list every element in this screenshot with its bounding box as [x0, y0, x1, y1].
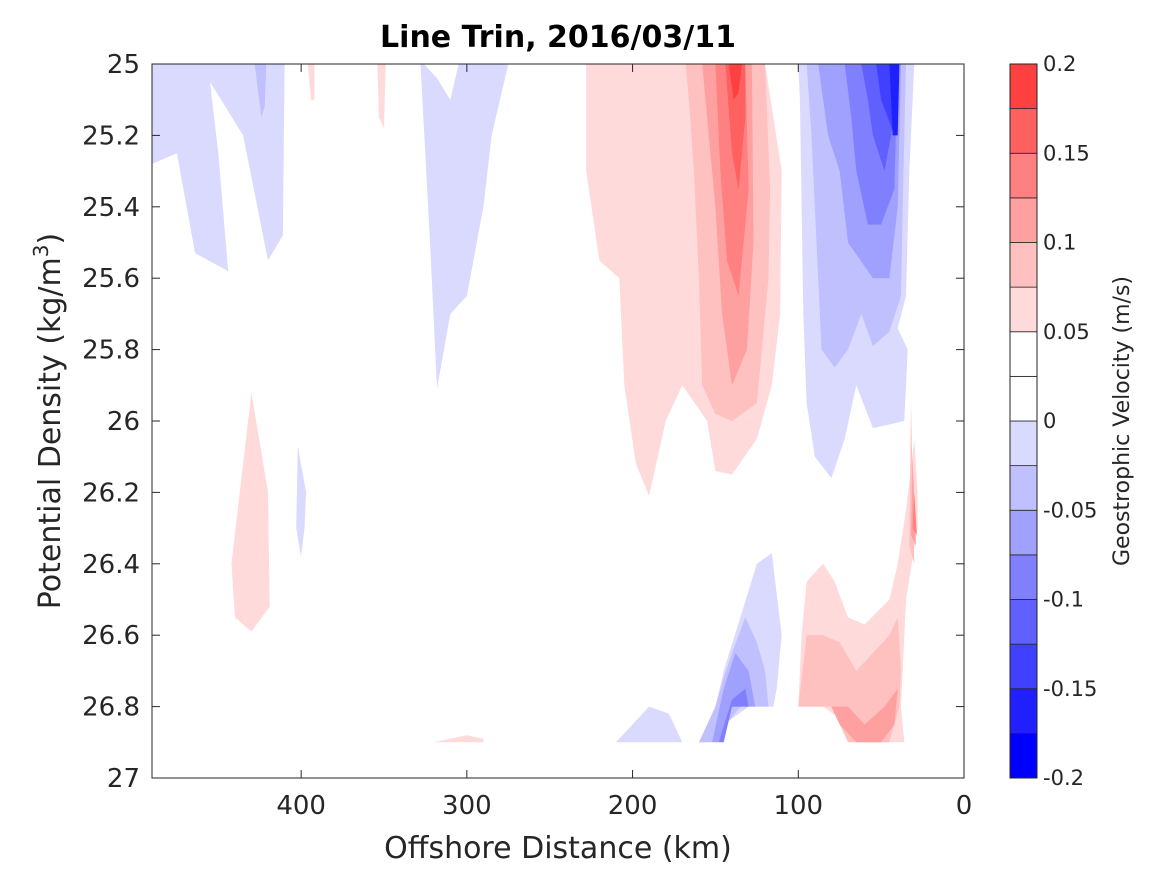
- colorbar-tick-label: -0.2: [1043, 766, 1084, 790]
- contour-region-shelf-positive-0075: [831, 688, 898, 743]
- colorbar-segment: [1009, 688, 1038, 734]
- colorbar-frame: [1009, 63, 1038, 779]
- y-tick-label: 25.6: [82, 264, 140, 294]
- colorbar-tick-label: 0.2: [1043, 52, 1076, 76]
- colorbar-segment: [1009, 554, 1038, 600]
- colorbar: [1009, 63, 1038, 779]
- y-tick-label: 27: [107, 764, 140, 794]
- colorbar-tick-label: -0.05: [1043, 498, 1097, 522]
- y-axis-label: Potential Density (kg/m3): [29, 233, 68, 609]
- y-tick-label: 25.8: [82, 336, 140, 366]
- y-tick-label: 25.4: [82, 193, 140, 223]
- colorbar-segment: [1009, 375, 1038, 422]
- colorbar-segment: [1009, 286, 1038, 333]
- contour-region-offshore-west-negative-spot: [254, 64, 267, 118]
- contour-region-bottom-negative-0075: [712, 653, 756, 743]
- contour-region-west-deep-positive: [231, 392, 270, 632]
- contour-regions: [152, 64, 918, 743]
- colorbar-segment: [1009, 465, 1038, 511]
- contour-region-offshore-west-weak-negative: [152, 64, 285, 272]
- colorbar-segment: [1009, 331, 1038, 377]
- colorbar-tick-label: 0.15: [1043, 141, 1090, 165]
- y-tick-label: 25: [107, 50, 140, 80]
- contour-region-bottom-positive-300: [433, 735, 484, 743]
- colorbar-segment: [1009, 643, 1038, 690]
- contour-region-shelf-positive-005: [798, 617, 901, 743]
- colorbar-tick-label: -0.15: [1043, 677, 1097, 701]
- colorbar-tick-label: 0.1: [1043, 231, 1076, 255]
- contour-region-shelf-edge-positive-3: [912, 492, 917, 536]
- colorbar-segment: [1009, 242, 1038, 288]
- x-tick-label: 200: [608, 791, 658, 821]
- y-tick-label: 26: [107, 407, 140, 437]
- contour-region-jet-positive-0125: [725, 64, 746, 189]
- y-ticks: 25 25.2 25.4 25.6 25.8 26 26.2 26.4 26.6 26.8 27: [82, 50, 964, 794]
- y-tick-label: 26.8: [82, 693, 140, 723]
- chart-title: Line Trin, 2016/03/11: [380, 20, 736, 55]
- x-tick-label: 300: [442, 791, 492, 821]
- x-axis-label: Offshore Distance (km): [384, 831, 732, 866]
- contour-region-small-positive-2: [377, 64, 386, 129]
- colorbar-segment: [1009, 599, 1038, 645]
- y-tick-label: 25.2: [82, 121, 140, 151]
- colorbar-tick-label: 0.05: [1043, 320, 1090, 344]
- colorbar-segment: [1009, 108, 1038, 154]
- y-tick-label: 26.6: [82, 621, 140, 651]
- colorbar-segment: [1009, 63, 1038, 110]
- colorbar-segment: [1009, 420, 1038, 467]
- contour-region-shelf-negative-0175: [889, 64, 900, 136]
- contour-region-jet-positive-015: [728, 64, 742, 100]
- x-ticks: 400 300 200 100 0: [276, 64, 972, 821]
- x-tick-label: 100: [773, 791, 823, 821]
- colorbar-label: Geostrophic Velocity (m/s): [1110, 276, 1135, 566]
- colorbar-tick-label: -0.1: [1043, 588, 1084, 612]
- contour-region-bottom-negative-01: [718, 688, 749, 743]
- colorbar-ticks: 0.2 0.15 0.1 0.05 0 -0.05 -0.1 -0.15 -0.2: [1043, 52, 1097, 790]
- x-tick-label: 0: [956, 791, 973, 821]
- colorbar-segment: [1009, 509, 1038, 556]
- colorbar-tick-label: 0: [1043, 409, 1056, 433]
- contour-region-small-negative-400: [296, 446, 307, 557]
- contour-region-small-positive-1: [307, 64, 315, 100]
- contour-region-mid-weak-negative: [420, 64, 509, 389]
- colorbar-segment: [1009, 152, 1038, 199]
- y-tick-label: 26.2: [82, 478, 140, 508]
- colorbar-segment: [1009, 732, 1038, 779]
- colorbar-segment: [1009, 197, 1038, 243]
- x-tick-label: 400: [276, 791, 326, 821]
- y-tick-label: 26.4: [82, 550, 140, 580]
